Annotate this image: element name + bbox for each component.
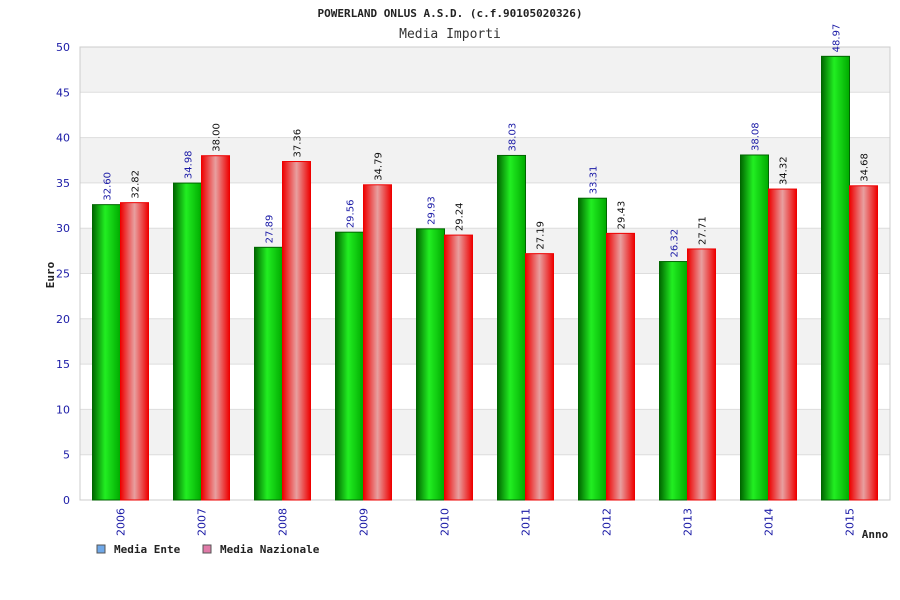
x-tick-label: 2011	[520, 508, 533, 536]
x-tick-label: 2012	[601, 508, 614, 536]
y-axis-label: Euro	[44, 261, 57, 288]
legend-swatch-media-ente	[96, 544, 106, 554]
data-label: 29.24	[455, 202, 466, 231]
data-label: 29.56	[346, 200, 357, 229]
data-label: 48.97	[832, 24, 843, 53]
data-label: 29.43	[617, 201, 628, 230]
x-tick-label: 2007	[196, 508, 209, 536]
chart-subtitle: Media Importi	[399, 27, 501, 42]
bar-media-ente-2008	[254, 246, 283, 501]
y-tick-label: 0	[63, 494, 70, 507]
data-label: 38.03	[508, 123, 519, 152]
y-tick-label: 15	[56, 358, 70, 371]
bar-media-ente-2015	[821, 55, 850, 501]
plot-band	[80, 47, 890, 93]
bar-media-nazionale-2008	[282, 161, 311, 501]
data-label: 27.89	[265, 215, 276, 244]
x-tick-label: 2013	[682, 508, 695, 536]
bar-media-ente-2007	[173, 182, 202, 501]
bar-media-nazionale-2013	[687, 248, 716, 501]
y-axis-ticks: 0 5 10 15 20 25 30 35 40 45 50	[56, 41, 70, 507]
legend-label-media-ente: Media Ente	[114, 543, 181, 556]
data-labels: 32.60 32.82 34.98 38.00 27.89 37.36 29.56 34.79…	[103, 24, 871, 258]
y-tick-label: 20	[56, 313, 70, 326]
legend-swatch-media-nazionale	[202, 544, 212, 554]
bar-media-nazionale-2014	[768, 188, 797, 501]
x-tick-label: 2006	[115, 508, 128, 536]
bar-media-ente-2009	[335, 231, 364, 501]
bar-media-ente-2010	[416, 228, 445, 501]
bar-media-nazionale-2012	[606, 232, 635, 501]
bar-media-nazionale-2009	[363, 184, 392, 501]
bar-media-ente-2012	[578, 197, 607, 501]
y-tick-label: 50	[56, 41, 70, 54]
bar-media-nazionale-2006	[120, 202, 149, 501]
data-label: 27.19	[536, 221, 547, 250]
bar-media-ente-2011	[497, 154, 526, 501]
x-tick-label: 2008	[277, 508, 290, 536]
bar-media-nazionale-2010	[444, 234, 473, 501]
plot-border	[79, 46, 891, 501]
data-label: 26.32	[670, 229, 681, 258]
bar-media-ente-2014	[740, 154, 769, 501]
data-label: 34.79	[374, 152, 385, 181]
x-tick-label: 2009	[358, 508, 371, 536]
y-tick-label: 10	[56, 403, 70, 416]
x-axis-ticks: 2006 2007 2008 2009 2010 2011 2012 2013 2014 2015	[115, 508, 857, 536]
data-label: 34.32	[779, 156, 790, 185]
bars	[92, 55, 878, 501]
y-tick-label: 5	[63, 449, 70, 462]
data-label: 34.68	[860, 153, 871, 182]
bar-media-nazionale-2015	[849, 185, 878, 501]
bar-media-ente-2006	[92, 204, 121, 501]
y-tick-label: 45	[56, 86, 70, 99]
bar-media-nazionale-2011	[525, 253, 554, 501]
data-label: 32.82	[131, 170, 142, 199]
data-label: 27.71	[698, 216, 709, 245]
x-tick-label: 2010	[439, 508, 452, 536]
bar-media-nazionale-2007	[201, 155, 230, 501]
y-tick-label: 25	[56, 268, 70, 281]
x-tick-label: 2015	[844, 508, 857, 536]
data-label: 29.93	[427, 196, 438, 225]
data-label: 33.31	[589, 166, 600, 195]
y-tick-label: 30	[56, 222, 70, 235]
data-label: 32.60	[103, 172, 114, 201]
data-label: 34.98	[184, 150, 195, 179]
legend: Media Ente Media Nazionale	[96, 543, 320, 556]
data-label: 38.00	[212, 123, 223, 152]
chart-title: POWERLAND ONLUS A.S.D. (c.f.90105020326)	[318, 7, 583, 20]
x-tick-label: 2014	[763, 508, 776, 536]
y-tick-label: 40	[56, 132, 70, 145]
data-label: 37.36	[293, 129, 304, 158]
y-tick-label: 35	[56, 177, 70, 190]
legend-label-media-nazionale: Media Nazionale	[220, 543, 320, 556]
data-label: 38.08	[751, 122, 762, 151]
x-axis-label: Anno	[862, 528, 889, 541]
bar-media-ente-2013	[659, 261, 688, 501]
